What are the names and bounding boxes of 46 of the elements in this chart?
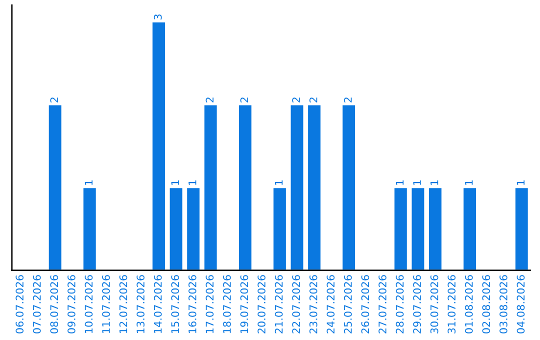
x-tick-label: 10.07.2026 xyxy=(84,275,93,333)
x-tick-label: 08.07.2026 xyxy=(50,275,58,334)
data-label: 1 xyxy=(516,180,525,185)
data-label: 3 xyxy=(154,14,162,20)
x-tick-label: 15.07.2026 xyxy=(171,275,180,333)
x-tick-label: 11.07.2026 xyxy=(102,275,110,333)
data-label: 1 xyxy=(465,180,473,185)
data-label: 2 xyxy=(50,98,58,102)
data-label: 2 xyxy=(309,98,318,102)
x-tick-label: 07.07.2026 xyxy=(32,275,41,334)
x-tick-label: 13.07.2026 xyxy=(136,275,144,333)
data-label: 1 xyxy=(275,180,283,185)
x-tick-label: 31.07.2026 xyxy=(448,275,456,334)
x-tick-label: 06.07.2026 xyxy=(16,275,24,334)
data-label: 2 xyxy=(240,98,248,102)
x-tick-label: 22.07.2026 xyxy=(292,275,300,334)
x-tick-label: 17.07.2026 xyxy=(206,275,214,333)
x-tick-label: 09.07.2026 xyxy=(68,275,76,334)
x-tick-label: 21.07.2026 xyxy=(274,275,283,334)
data-label: 1 xyxy=(413,180,421,185)
x-tick-label: 30.07.2026 xyxy=(430,275,438,334)
x-tick-label: 26.07.2026 xyxy=(361,275,370,334)
data-label: 1 xyxy=(430,180,438,185)
x-tick-label: 29.07.2026 xyxy=(413,275,421,334)
x-tick-label: 01.08.2026 xyxy=(464,275,473,334)
data-label: 2 xyxy=(292,98,300,102)
x-tick-label: 18.07.2026 xyxy=(223,275,231,333)
x-tick-label: 20.07.2026 xyxy=(258,275,266,334)
x-tick-label: 24.07.2026 xyxy=(326,275,335,334)
data-label: 1 xyxy=(396,180,404,185)
data-label: 2 xyxy=(206,98,214,102)
data-label: 1 xyxy=(171,180,179,185)
x-tick-label: 28.07.2026 xyxy=(396,275,404,334)
x-tick-label: 02.08.2026 xyxy=(482,275,490,334)
data-label: 1 xyxy=(84,180,93,185)
x-tick-label: 19.07.2026 xyxy=(240,275,248,333)
x-tick-label: 16.07.2026 xyxy=(188,275,196,333)
x-tick-label: 12.07.2026 xyxy=(119,275,128,333)
x-tick-label: 14.07.2026 xyxy=(154,275,162,333)
data-label: 1 xyxy=(188,180,196,185)
x-tick-label: 25.07.2026 xyxy=(344,275,352,334)
x-tick-label: 23.07.2026 xyxy=(309,275,318,334)
x-tick-label: 27.07.2026 xyxy=(378,275,386,334)
x-tick-label: 04.08.2026 xyxy=(516,275,525,334)
data-label: 2 xyxy=(344,98,352,102)
x-tick-label: 03.08.2026 xyxy=(500,275,508,334)
